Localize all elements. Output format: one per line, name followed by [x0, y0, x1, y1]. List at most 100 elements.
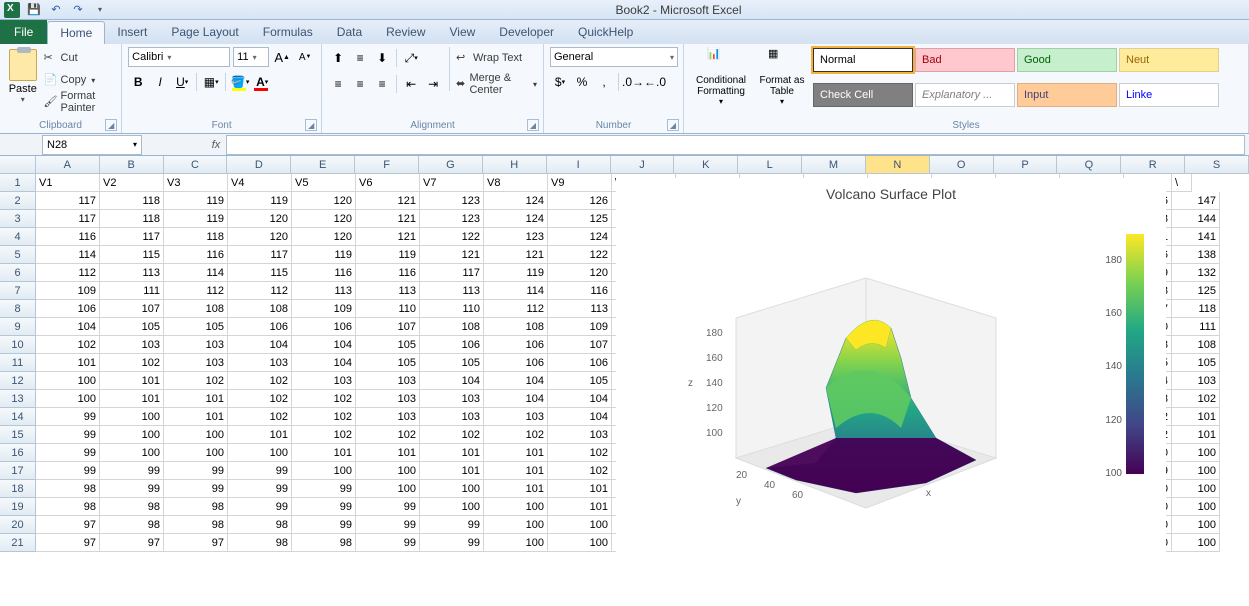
underline-button[interactable]: U▾: [172, 72, 192, 92]
row-header[interactable]: 9: [0, 318, 36, 336]
style-tile-input[interactable]: Input: [1017, 83, 1117, 107]
cell[interactable]: 107: [100, 300, 164, 318]
cell[interactable]: 97: [100, 534, 164, 552]
cell[interactable]: 100: [228, 444, 292, 462]
cell[interactable]: 103: [356, 408, 420, 426]
cell[interactable]: 107: [548, 336, 612, 354]
cell[interactable]: 99: [228, 462, 292, 480]
cell[interactable]: 99: [164, 462, 228, 480]
cell[interactable]: 103: [292, 372, 356, 390]
row-header[interactable]: 10: [0, 336, 36, 354]
cell[interactable]: 100: [484, 498, 548, 516]
number-format-combo[interactable]: General▾: [550, 47, 678, 67]
cell[interactable]: 99: [100, 462, 164, 480]
cell[interactable]: 104: [484, 372, 548, 390]
cell[interactable]: 105: [356, 336, 420, 354]
alignment-dialog-icon[interactable]: ◢: [527, 119, 539, 131]
cell[interactable]: 101: [356, 444, 420, 462]
cell[interactable]: 120: [228, 210, 292, 228]
cell[interactable]: 108: [420, 318, 484, 336]
align-bottom-icon[interactable]: ⬇: [372, 48, 392, 68]
cell[interactable]: 118: [164, 228, 228, 246]
cell[interactable]: 103: [420, 390, 484, 408]
col-header-E[interactable]: E: [291, 156, 355, 173]
cell[interactable]: 107: [356, 318, 420, 336]
embedded-chart[interactable]: Volcano Surface Plot 100120140160180 z y…: [616, 178, 1166, 578]
cell[interactable]: 99: [228, 498, 292, 516]
row-header[interactable]: 15: [0, 426, 36, 444]
align-top-icon[interactable]: ⬆: [328, 48, 348, 68]
cell[interactable]: 101: [484, 444, 548, 462]
cell[interactable]: 123: [420, 210, 484, 228]
cell[interactable]: 121: [420, 246, 484, 264]
tab-page-layout[interactable]: Page Layout: [159, 21, 250, 44]
cell[interactable]: 124: [484, 192, 548, 210]
cell[interactable]: 100: [36, 390, 100, 408]
cell[interactable]: 100: [420, 480, 484, 498]
cell[interactable]: 99: [36, 426, 100, 444]
row-header[interactable]: 5: [0, 246, 36, 264]
cell[interactable]: 112: [484, 300, 548, 318]
cell[interactable]: 121: [356, 228, 420, 246]
cell[interactable]: 104: [36, 318, 100, 336]
cell[interactable]: 105: [420, 354, 484, 372]
cell[interactable]: 108: [1172, 336, 1220, 354]
cell[interactable]: 104: [420, 372, 484, 390]
cell[interactable]: 101: [100, 390, 164, 408]
cell[interactable]: 103: [1172, 372, 1220, 390]
cell[interactable]: 103: [164, 354, 228, 372]
cell[interactable]: 103: [484, 408, 548, 426]
fx-icon[interactable]: fx: [206, 139, 226, 151]
cell[interactable]: 102: [228, 372, 292, 390]
col-header-Q[interactable]: Q: [1057, 156, 1121, 173]
cell[interactable]: 117: [36, 192, 100, 210]
orientation-icon[interactable]: ⤢▾: [401, 48, 421, 68]
currency-icon[interactable]: $▾: [550, 72, 570, 92]
cell[interactable]: 101: [164, 408, 228, 426]
cell[interactable]: 147: [1172, 192, 1220, 210]
col-header-H[interactable]: H: [483, 156, 547, 173]
cell[interactable]: 100: [420, 498, 484, 516]
cell[interactable]: 100: [36, 372, 100, 390]
redo-icon[interactable]: ↷: [70, 2, 86, 18]
cell[interactable]: 98: [228, 516, 292, 534]
cell[interactable]: 106: [548, 354, 612, 372]
cell[interactable]: 120: [292, 192, 356, 210]
cell[interactable]: 125: [1172, 282, 1220, 300]
row-header[interactable]: 13: [0, 390, 36, 408]
cell[interactable]: 109: [292, 300, 356, 318]
cell[interactable]: 113: [100, 264, 164, 282]
cell[interactable]: 119: [292, 246, 356, 264]
cell[interactable]: 98: [292, 534, 356, 552]
cell[interactable]: 114: [164, 264, 228, 282]
cell[interactable]: 97: [36, 516, 100, 534]
cell[interactable]: 101: [420, 444, 484, 462]
cell[interactable]: 120: [228, 228, 292, 246]
cell[interactable]: 99: [292, 480, 356, 498]
cell[interactable]: V1: [36, 174, 100, 192]
cell[interactable]: 116: [548, 282, 612, 300]
cell[interactable]: V6: [356, 174, 420, 192]
cell[interactable]: 119: [164, 210, 228, 228]
col-header-M[interactable]: M: [802, 156, 866, 173]
cell[interactable]: 114: [36, 246, 100, 264]
cell[interactable]: 97: [164, 534, 228, 552]
cell[interactable]: 101: [484, 462, 548, 480]
comma-icon[interactable]: ,: [594, 72, 614, 92]
cell[interactable]: V5: [292, 174, 356, 192]
cell[interactable]: 138: [1172, 246, 1220, 264]
cell[interactable]: 103: [228, 354, 292, 372]
cell[interactable]: 123: [484, 228, 548, 246]
merge-center-button[interactable]: ⬌Merge & Center▾: [456, 73, 537, 95]
cell[interactable]: 102: [484, 426, 548, 444]
col-header-G[interactable]: G: [419, 156, 483, 173]
cell[interactable]: 101: [1172, 426, 1220, 444]
cell[interactable]: V4: [228, 174, 292, 192]
cell[interactable]: 99: [36, 444, 100, 462]
number-dialog-icon[interactable]: ◢: [667, 119, 679, 131]
cell[interactable]: 121: [356, 192, 420, 210]
col-header-S[interactable]: S: [1185, 156, 1249, 173]
italic-button[interactable]: I: [150, 72, 170, 92]
cell[interactable]: 103: [420, 408, 484, 426]
cell[interactable]: 105: [100, 318, 164, 336]
